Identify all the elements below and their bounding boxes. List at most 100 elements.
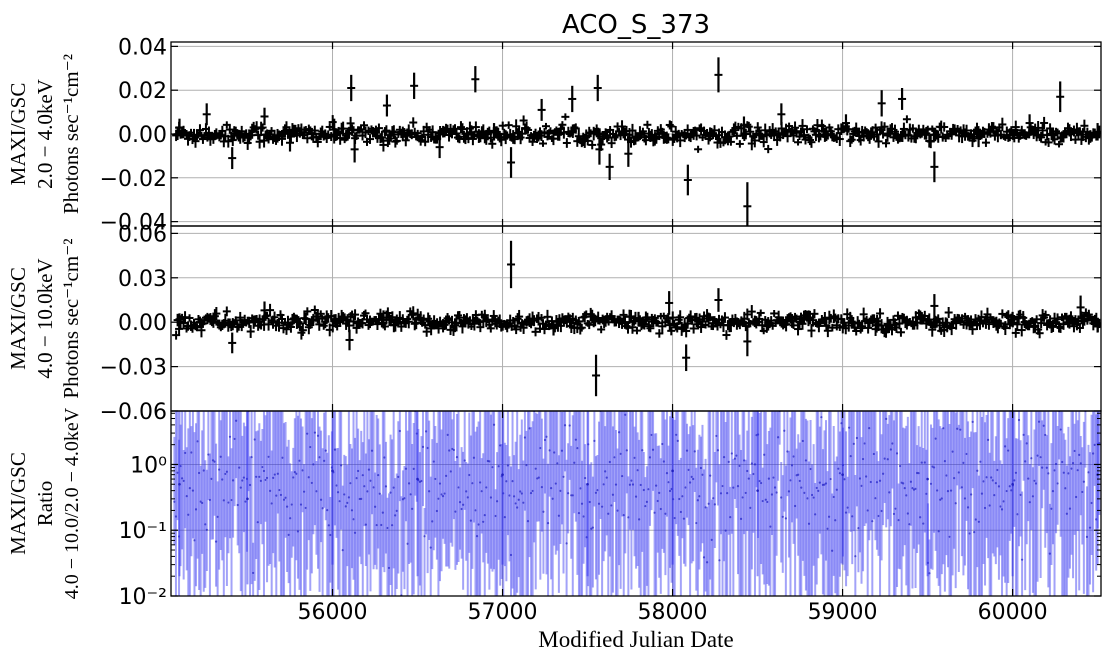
data-point <box>462 503 465 506</box>
data-point <box>516 506 519 509</box>
y-axis-label: 4.0 − 10.0keV <box>33 258 57 378</box>
data-point <box>1024 460 1027 463</box>
data-point <box>529 491 533 495</box>
data-point <box>727 460 730 463</box>
data-point <box>534 467 537 470</box>
data-point <box>988 504 991 507</box>
data-point <box>786 450 789 453</box>
data-point <box>343 493 346 496</box>
data-point <box>994 482 997 485</box>
data-point <box>613 456 616 459</box>
data-point <box>424 430 428 433</box>
data-point <box>336 491 340 494</box>
data-point <box>704 506 707 509</box>
data-point <box>574 438 577 441</box>
data-point <box>350 509 354 512</box>
data-point <box>803 491 806 494</box>
data-point <box>760 481 763 485</box>
data-point <box>772 476 775 479</box>
data-point <box>381 511 384 514</box>
data-point <box>761 499 764 503</box>
data-point <box>888 491 891 494</box>
data-point <box>948 535 951 538</box>
data-point <box>1008 485 1011 488</box>
data-point <box>341 549 344 552</box>
data-point <box>735 454 738 457</box>
data-point <box>1079 462 1082 465</box>
data-point <box>517 498 520 501</box>
data-point <box>409 493 412 496</box>
x-tick-label: 60000 <box>978 600 1048 625</box>
data-point <box>289 517 292 520</box>
data-point <box>488 460 491 463</box>
data-point <box>1090 501 1093 505</box>
data-point <box>1075 495 1078 499</box>
data-point <box>797 473 800 476</box>
data-point <box>366 490 369 493</box>
data-point <box>1019 493 1022 496</box>
data-point <box>1025 442 1028 445</box>
data-point <box>885 417 888 420</box>
data-point <box>512 495 516 498</box>
data-point <box>590 527 593 530</box>
data-point <box>707 502 710 505</box>
data-point <box>372 486 375 489</box>
data-point <box>259 479 262 482</box>
x-tick-label: 58000 <box>638 600 708 625</box>
data-point <box>242 476 245 479</box>
data-point <box>671 469 674 473</box>
data-point <box>198 471 201 475</box>
data-point <box>222 499 225 502</box>
data-point <box>812 496 815 499</box>
data-point <box>397 475 400 478</box>
data-point <box>1065 512 1068 515</box>
data-point <box>554 482 557 485</box>
data-point <box>184 451 187 455</box>
data-point <box>789 479 792 482</box>
data-point <box>273 473 276 476</box>
data-point <box>934 437 937 440</box>
data-point <box>973 531 976 534</box>
data-point <box>571 494 574 497</box>
data-point <box>284 496 287 499</box>
data-point <box>281 456 284 459</box>
data-point <box>838 472 841 475</box>
data-point <box>773 486 777 489</box>
data-point <box>357 469 360 473</box>
data-point <box>627 516 630 519</box>
data-point <box>721 484 724 488</box>
data-point <box>489 496 493 499</box>
data-point <box>692 477 695 481</box>
data-point <box>497 465 500 468</box>
data-point <box>875 481 879 484</box>
data-point <box>951 450 954 453</box>
data-point <box>550 486 553 490</box>
data-point <box>248 483 252 487</box>
data-point <box>753 463 757 466</box>
data-point <box>238 466 241 469</box>
panel-3: 10⁻² 10⁻¹ 10⁰ 56000 57000 58000 59000 60000 MAXI… <box>6 407 1102 652</box>
data-point <box>1037 420 1041 423</box>
data-point <box>231 479 235 482</box>
data-point <box>407 482 411 485</box>
data-point <box>227 501 230 504</box>
data-point <box>426 446 429 450</box>
data-point <box>505 480 508 483</box>
data-point <box>511 480 514 483</box>
data-point <box>681 495 684 498</box>
data-point <box>1098 442 1101 445</box>
data-point <box>999 505 1002 508</box>
data-point <box>301 469 304 472</box>
data-point <box>690 475 693 478</box>
data-point <box>480 490 483 493</box>
data-point <box>250 456 253 459</box>
data-point <box>848 426 851 429</box>
data-point <box>770 493 774 496</box>
y-tick-label: 0.04 <box>118 35 167 60</box>
data-point <box>441 495 445 498</box>
data-point <box>800 486 803 489</box>
data-point <box>318 456 321 459</box>
data-point <box>582 515 585 518</box>
data-point <box>928 572 931 575</box>
data-point <box>1042 424 1045 427</box>
